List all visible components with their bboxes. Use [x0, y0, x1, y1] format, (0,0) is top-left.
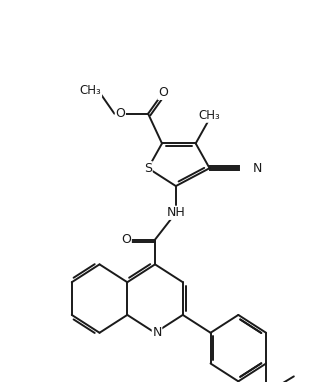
Text: O: O [158, 86, 168, 99]
Text: CH₃: CH₃ [199, 109, 220, 122]
Text: NH: NH [166, 206, 185, 219]
Text: S: S [144, 162, 152, 175]
Text: N: N [252, 162, 262, 175]
Text: O: O [116, 107, 125, 120]
Text: N: N [152, 326, 162, 339]
Text: CH₃: CH₃ [80, 84, 101, 98]
Text: O: O [121, 233, 131, 246]
